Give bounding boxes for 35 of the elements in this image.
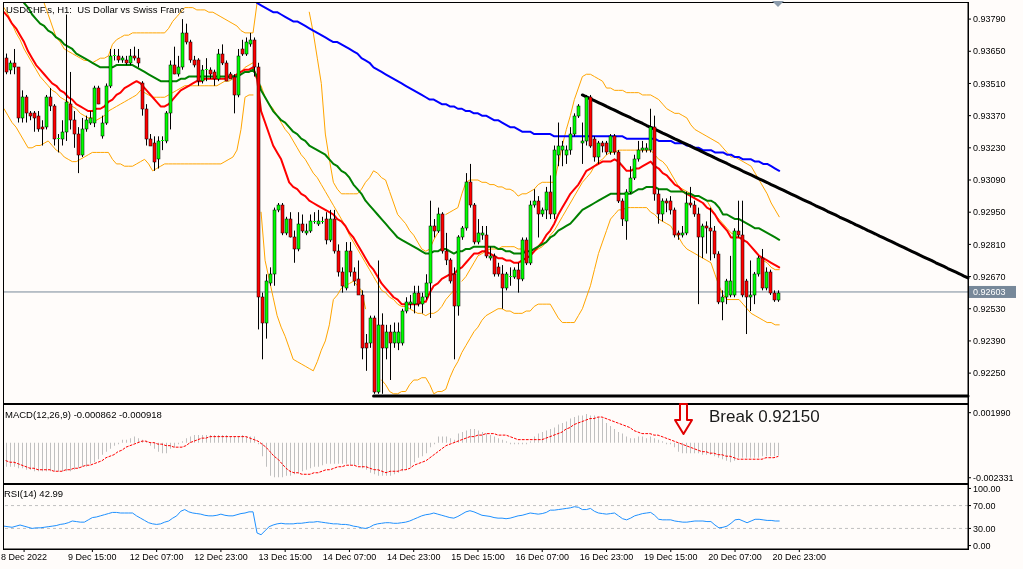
y-tick-label: 0.92950 [973,207,1006,218]
x-tick-label: 19 Dec 15:00 [643,552,698,563]
y-tick-label: 0.92530 [973,303,1006,314]
y-tick-label: 0.93230 [973,143,1006,154]
y-tick-label: 0.92670 [973,271,1006,282]
y-tick-label: 70.00 [973,500,996,511]
x-tick-label: 14 Dec 07:00 [322,552,377,563]
chart-title: RSI(14) 42.99 [4,488,64,499]
ref-line-label: 0.92603 [973,287,1006,298]
x-tick-label: 9 Dec 15:00 [68,552,117,563]
x-tick-label: 12 Dec 07:00 [129,552,184,563]
y-tick-label: 0.92810 [973,239,1006,250]
annotation: Break 0.92150 [709,407,820,427]
x-tick-label: 15 Dec 15:00 [451,552,505,563]
x-tick-label: 13 Dec 15:00 [258,552,312,563]
x-tick-label: 20 Dec 23:00 [772,552,827,563]
y-tick-label: 0.92390 [973,336,1006,347]
x-tick-label: 12 Dec 23:00 [194,552,248,563]
x-tick-label: 16 Dec 07:00 [515,552,570,563]
y-tick-label: 100.00 [973,483,1001,494]
y-tick-label: 0.93790 [973,14,1006,25]
y-tick-label: 0.92250 [973,368,1006,379]
y-tick-label: 0.93090 [973,175,1006,186]
y-tick-label: 0.001990 [973,407,1011,418]
y-tick-label: 0.93510 [973,78,1006,89]
y-tick-label: 0.00 [973,540,991,551]
x-tick-label: 8 Dec 2022 [1,552,48,563]
x-tick-label: 16 Dec 23:00 [579,552,634,563]
x-tick-label: 20 Dec 07:00 [708,552,762,563]
x-tick-label: 14 Dec 23:00 [386,552,441,563]
y-tick-label: 30.00 [973,523,996,534]
y-tick-label: 0.93650 [973,46,1006,57]
y-tick-label: 0.93370 [973,110,1006,121]
chart-title: MACD(12,26,9) -0.000862 -0.000918 [5,409,162,420]
y-tick-label: -0.002331 [973,472,1014,483]
